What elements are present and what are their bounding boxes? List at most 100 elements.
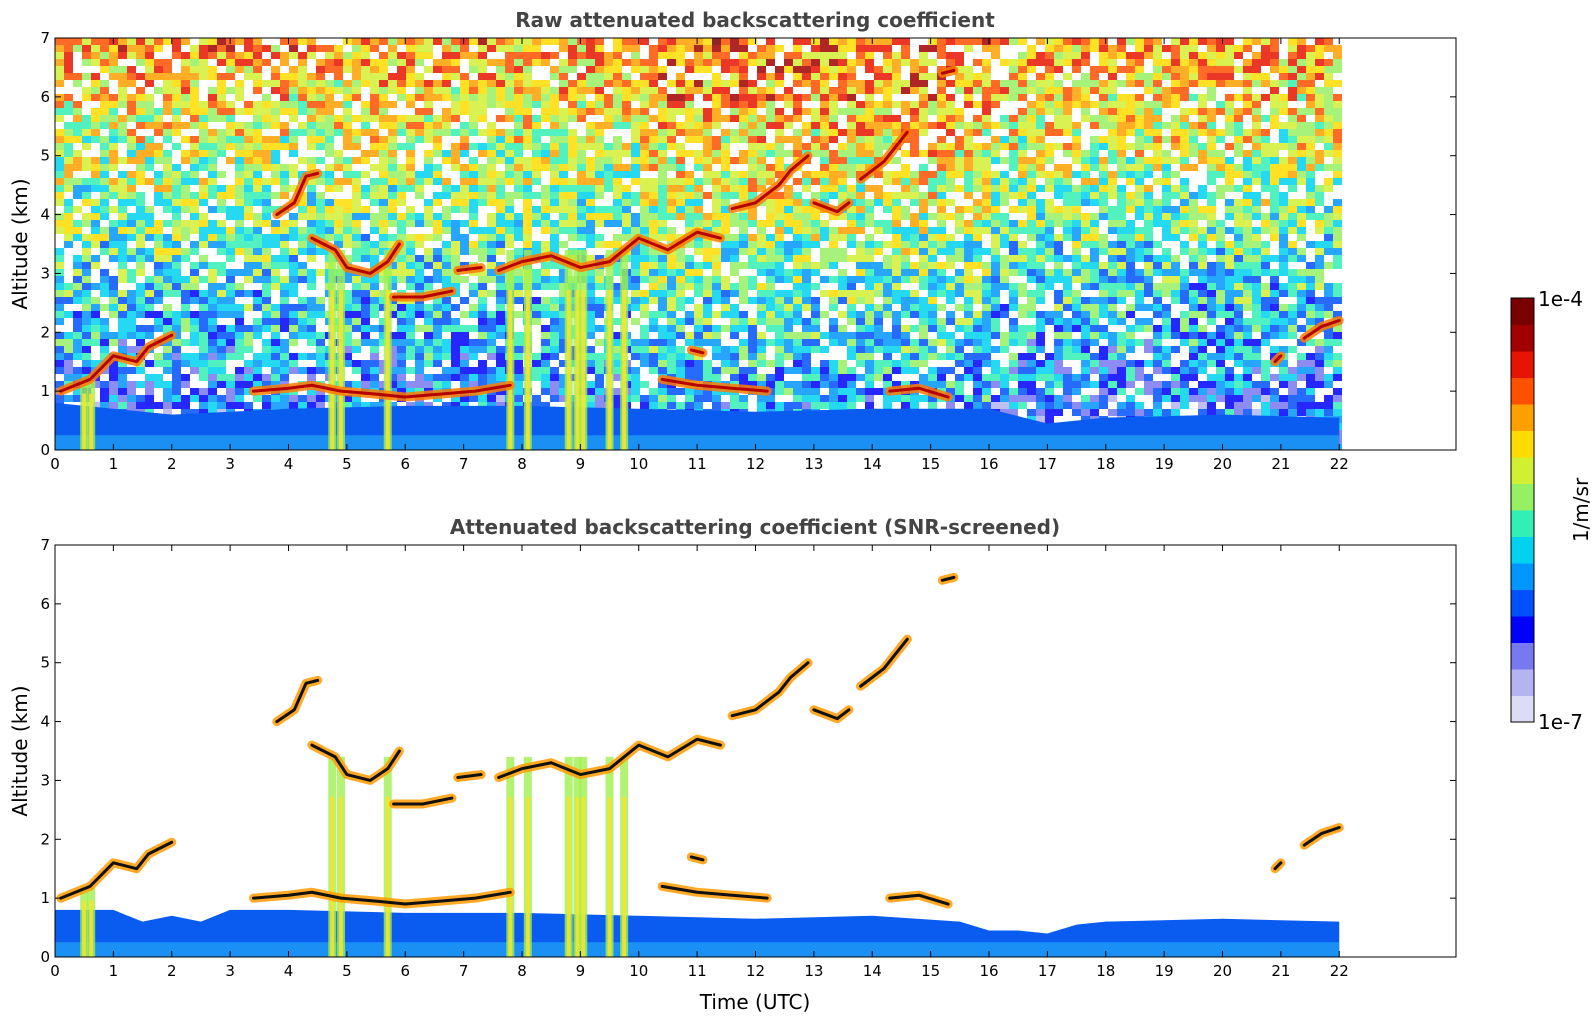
noise-cell (739, 136, 748, 143)
noise-cell (514, 178, 523, 185)
noise-cell (136, 220, 145, 227)
noise-cell (649, 192, 658, 199)
noise-cell (1234, 304, 1243, 311)
noise-cell (388, 115, 397, 122)
noise-cell (910, 262, 919, 269)
noise-cell (604, 73, 613, 80)
noise-cell (208, 318, 217, 325)
noise-cell (973, 206, 982, 213)
noise-cell (829, 290, 838, 297)
noise-cell (775, 199, 784, 206)
noise-cell (1072, 255, 1081, 262)
noise-cell (226, 234, 235, 241)
noise-cell (748, 87, 757, 94)
noise-cell (1126, 73, 1135, 80)
noise-cell (307, 45, 316, 52)
noise-cell (1117, 66, 1126, 73)
noise-cell (640, 304, 649, 311)
noise-cell (1045, 80, 1054, 87)
noise-cell (370, 199, 379, 206)
noise-cell (937, 318, 946, 325)
noise-cell (883, 87, 892, 94)
noise-cell (487, 38, 496, 45)
noise-cell (91, 80, 100, 87)
noise-cell (874, 73, 883, 80)
noise-cell (145, 80, 154, 87)
noise-cell (1279, 318, 1288, 325)
noise-cell (514, 234, 523, 241)
noise-cell (451, 164, 460, 171)
noise-cell (415, 52, 424, 59)
noise-cell (793, 199, 802, 206)
noise-cell (1072, 143, 1081, 150)
noise-cell (163, 108, 172, 115)
noise-cell (1252, 290, 1261, 297)
noise-cell (262, 262, 271, 269)
noise-cell (640, 164, 649, 171)
noise-cell (91, 297, 100, 304)
noise-cell (55, 171, 64, 178)
noise-cell (676, 269, 685, 276)
noise-cell (1135, 234, 1144, 241)
noise-cell (658, 325, 667, 332)
noise-cell (226, 52, 235, 59)
noise-cell (145, 290, 154, 297)
noise-cell (550, 185, 559, 192)
noise-cell (127, 227, 136, 234)
noise-cell (955, 241, 964, 248)
noise-cell (235, 143, 244, 150)
noise-cell (595, 276, 604, 283)
noise-cell (676, 164, 685, 171)
noise-cell (613, 59, 622, 66)
noise-cell (1108, 206, 1117, 213)
noise-cell (712, 94, 721, 101)
noise-cell (1081, 234, 1090, 241)
noise-cell (766, 80, 775, 87)
noise-cell (1117, 143, 1126, 150)
noise-cell (1153, 283, 1162, 290)
noise-cell (190, 115, 199, 122)
noise-cell (1135, 297, 1144, 304)
noise-cell (1261, 94, 1270, 101)
noise-cell (1135, 164, 1144, 171)
noise-cell (253, 129, 262, 136)
noise-cell (109, 332, 118, 339)
noise-cell (937, 213, 946, 220)
noise-cell (514, 171, 523, 178)
noise-cell (631, 283, 640, 290)
noise-cell (1090, 157, 1099, 164)
noise-cell (496, 101, 505, 108)
noise-cell (1171, 52, 1180, 59)
noise-cell (73, 38, 82, 45)
noise-cell (406, 213, 415, 220)
noise-cell (244, 129, 253, 136)
noise-cell (235, 304, 244, 311)
noise-cell (1063, 143, 1072, 150)
noise-cell (964, 171, 973, 178)
noise-cell (820, 115, 829, 122)
noise-cell (397, 304, 406, 311)
noise-cell (1270, 185, 1279, 192)
noise-cell (703, 192, 712, 199)
noise-cell (1099, 269, 1108, 276)
noise-cell (568, 199, 577, 206)
noise-cell (235, 227, 244, 234)
noise-cell (910, 290, 919, 297)
noise-cell (1036, 227, 1045, 234)
noise-cell (1072, 45, 1081, 52)
noise-cell (298, 101, 307, 108)
noise-cell (658, 269, 667, 276)
noise-cell (514, 136, 523, 143)
noise-cell (154, 227, 163, 234)
noise-cell (55, 311, 64, 318)
noise-cell (469, 157, 478, 164)
noise-cell (730, 269, 739, 276)
noise-cell (289, 52, 298, 59)
noise-cell (541, 129, 550, 136)
noise-cell (838, 269, 847, 276)
noise-cell (577, 157, 586, 164)
noise-cell (847, 150, 856, 157)
noise-cell (973, 73, 982, 80)
noise-cell (280, 164, 289, 171)
noise-cell (505, 199, 514, 206)
